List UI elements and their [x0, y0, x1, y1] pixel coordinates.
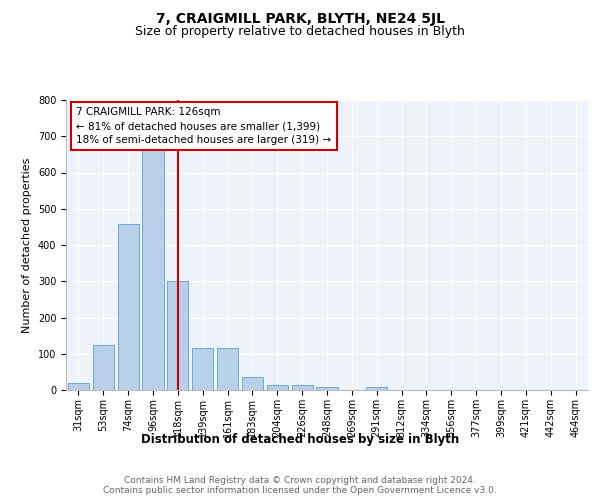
Bar: [118, 224, 139, 390]
Bar: [93, 344, 114, 390]
Bar: [242, 378, 263, 390]
Bar: [167, 280, 188, 390]
Bar: [267, 384, 288, 390]
Text: 7 CRAIGMILL PARK: 126sqm
← 81% of detached houses are smaller (1,399)
18% of sem: 7 CRAIGMILL PARK: 126sqm ← 81% of detach…: [76, 108, 332, 146]
Bar: [217, 348, 238, 390]
Bar: [192, 348, 213, 390]
Text: Size of property relative to detached houses in Blyth: Size of property relative to detached ho…: [135, 25, 465, 38]
Bar: [68, 384, 89, 390]
Bar: [316, 387, 338, 390]
Text: Distribution of detached houses by size in Blyth: Distribution of detached houses by size …: [141, 432, 459, 446]
Text: 7, CRAIGMILL PARK, BLYTH, NE24 5JL: 7, CRAIGMILL PARK, BLYTH, NE24 5JL: [155, 12, 445, 26]
Bar: [292, 384, 313, 390]
Bar: [142, 150, 164, 390]
Y-axis label: Number of detached properties: Number of detached properties: [22, 158, 32, 332]
Bar: [366, 387, 387, 390]
Text: Contains HM Land Registry data © Crown copyright and database right 2024.
Contai: Contains HM Land Registry data © Crown c…: [103, 476, 497, 495]
